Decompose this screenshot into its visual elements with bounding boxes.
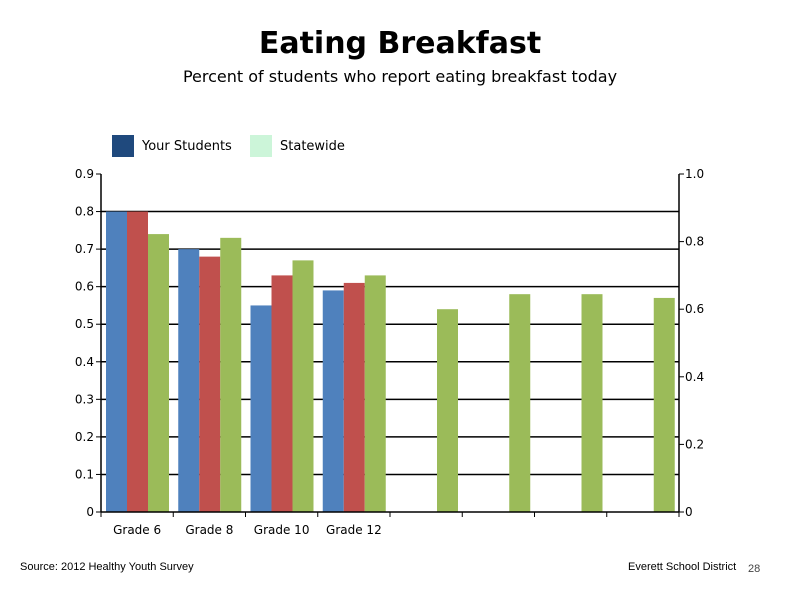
- bar: [437, 309, 458, 512]
- left-tick-label: 0.9: [75, 167, 94, 181]
- left-tick-label: 0.1: [75, 467, 94, 481]
- bar: [509, 294, 531, 512]
- bar: [271, 275, 293, 512]
- right-tick-label: 0.6: [685, 302, 704, 316]
- legend-swatch-statewide: [250, 135, 272, 157]
- page-number: 28: [748, 563, 761, 575]
- bar: [343, 282, 365, 512]
- category-label: Grade 10: [254, 523, 310, 537]
- right-tick-label: 0.8: [685, 235, 704, 249]
- bar: [148, 234, 169, 513]
- bar: [292, 260, 314, 512]
- left-tick-label: 0.4: [75, 355, 94, 369]
- left-tick-label: 0.8: [75, 205, 94, 219]
- legend-label-statewide: Statewide: [280, 138, 345, 154]
- category-label: Grade 6: [113, 523, 161, 537]
- right-tick-label: 1.0: [685, 167, 704, 181]
- right-tick-label: 0: [685, 505, 693, 519]
- left-tick-label: 0.7: [75, 242, 94, 256]
- bar: [322, 290, 344, 512]
- bar: [364, 275, 386, 512]
- legend-label-your-students: Your Students: [142, 138, 232, 154]
- bar: [178, 249, 200, 512]
- right-tick-label: 0.4: [685, 370, 704, 384]
- bar: [250, 305, 272, 512]
- bar: [581, 294, 603, 512]
- bar: [220, 237, 242, 512]
- left-tick-label: 0.3: [75, 392, 94, 406]
- bar: [653, 297, 675, 512]
- legend-item-statewide: Statewide: [250, 134, 345, 158]
- bar: [199, 256, 221, 512]
- organization-name: Everett School District: [628, 561, 737, 573]
- category-label: Grade 12: [326, 523, 382, 537]
- legend-swatch-your-students: [112, 135, 134, 157]
- left-tick-label: 0.6: [75, 280, 94, 294]
- legend-item-your-students: Your Students: [112, 134, 232, 158]
- chart-subtitle: Percent of students who report eating br…: [182, 67, 618, 86]
- left-tick-label: 0.2: [75, 430, 94, 444]
- right-tick-label: 0.2: [685, 437, 704, 451]
- left-tick-label: 0: [86, 505, 94, 519]
- source-note: Source: 2012 Healthy Youth Survey: [20, 561, 194, 573]
- chart-title: Eating Breakfast: [258, 26, 542, 61]
- bar: [106, 211, 127, 513]
- bar: [127, 211, 148, 513]
- left-tick-label: 0.5: [75, 317, 94, 331]
- category-label: Grade 8: [185, 523, 233, 537]
